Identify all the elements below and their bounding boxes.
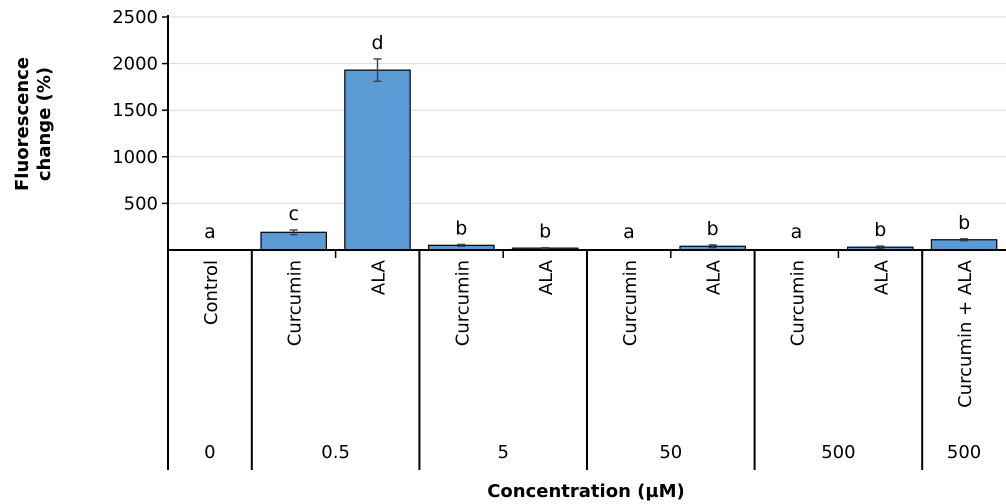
significance-label: b: [874, 219, 886, 241]
error-bar: [373, 58, 382, 83]
y-tick-label: 1500: [112, 100, 158, 121]
group-label: 0: [204, 442, 215, 463]
significance-label: a: [204, 221, 216, 243]
error-bar: [876, 245, 885, 250]
significance-label: b: [707, 218, 719, 240]
significance-label: b: [958, 212, 970, 234]
significance-label: a: [623, 221, 635, 243]
y-tick-label: 1000: [112, 147, 158, 168]
category-label: ALA: [536, 259, 557, 295]
group-label: 500: [947, 442, 981, 463]
error-bar: [541, 246, 550, 250]
error-bar: [289, 229, 298, 236]
group-labels: 0 0.5 5 50 500 500: [204, 442, 981, 463]
group-label: 50: [659, 442, 682, 463]
category-label: Curcumin: [620, 260, 641, 346]
category-label: Curcumin: [452, 260, 473, 346]
significance-label: b: [455, 217, 467, 239]
category-label: ALA: [704, 259, 725, 295]
error-bar: [457, 243, 466, 247]
error-bar: [708, 244, 717, 249]
x-axis-title: Concentration (µM): [487, 481, 685, 502]
category-label: Curcumin + ALA: [955, 259, 976, 408]
category-label: ALA: [369, 259, 390, 295]
y-axis-title-line1: Fluorescence: [12, 57, 33, 191]
significance-label: b: [539, 221, 551, 243]
bar: [344, 69, 411, 251]
category-labels: Control Curcumin ALA Curcumin ALA Curcumin ALA…: [201, 259, 976, 408]
significance-label: d: [371, 32, 383, 54]
bars: [260, 58, 998, 251]
y-axis-title-line2: change (%): [34, 67, 55, 181]
category-label: Control: [201, 260, 222, 325]
significance-label: a: [791, 221, 803, 243]
category-label: Curcumin: [788, 260, 809, 346]
gridlines: [168, 16, 1006, 204]
y-tick-labels: 500 1000 1500 2000 2500: [112, 7, 158, 214]
group-label: 500: [821, 442, 855, 463]
error-bar: [960, 238, 969, 242]
y-tick-label: 2500: [112, 7, 158, 28]
group-label: 5: [497, 442, 508, 463]
group-label: 0.5: [321, 442, 350, 463]
y-tick-label: 2000: [112, 54, 158, 75]
significance-labels: a c d b b a b a b b: [204, 32, 970, 243]
category-label: ALA: [871, 259, 892, 295]
axes: [162, 15, 1006, 470]
category-label: Curcumin: [285, 260, 306, 346]
y-tick-label: 500: [124, 193, 158, 214]
significance-label: c: [288, 203, 298, 225]
